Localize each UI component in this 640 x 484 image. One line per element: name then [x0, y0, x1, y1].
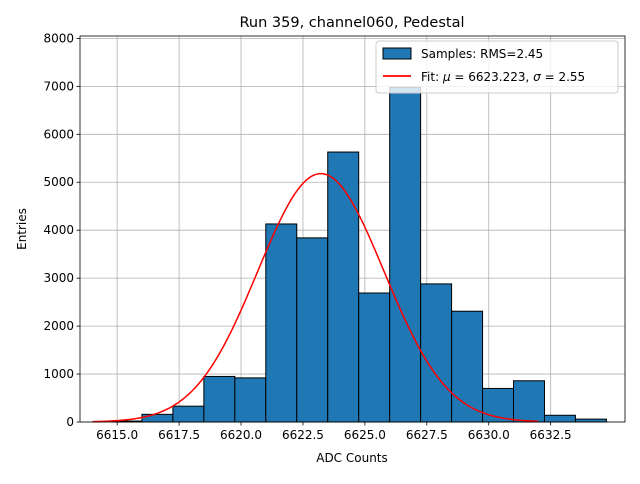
- x-tick-label: 6622.5: [282, 428, 324, 442]
- x-tick-label: 6630.0: [468, 428, 510, 442]
- y-axis: 0 1000 2000 3000 4000 5000 6000 7000 8000: [43, 31, 80, 429]
- legend-box: [375, 40, 619, 94]
- x-tick-label: 6625.0: [344, 428, 386, 442]
- y-tick-label: 6000: [43, 127, 74, 141]
- y-tick-label: 4000: [43, 223, 74, 237]
- x-axis-label: ADC Counts: [316, 451, 388, 465]
- y-axis-label: Entries: [15, 208, 29, 250]
- histogram-bar: [234, 377, 267, 423]
- legend: Samples: RMS=2.45 Fit: μ = 6623.223, σ =…: [375, 40, 619, 94]
- x-tick-label: 6627.5: [406, 428, 448, 442]
- y-tick-label: 0: [66, 415, 74, 429]
- y-tick-label: 7000: [43, 79, 74, 93]
- histogram-bar: [265, 223, 298, 423]
- histogram-bar: [513, 380, 545, 423]
- y-tick-label: 8000: [43, 31, 74, 45]
- histogram-bar: [141, 413, 174, 423]
- x-tick-label: 6632.5: [530, 428, 572, 442]
- plot-frame: [79, 35, 626, 423]
- y-tick-label: 5000: [43, 175, 74, 189]
- fit-curve: [92, 172, 539, 423]
- histogram-bar: [574, 418, 607, 423]
- legend-fit-label: Fit: μ = 6623.223, σ = 2.55: [421, 70, 585, 84]
- histogram-bar: [296, 237, 329, 423]
- x-tick-label: 6615.0: [96, 428, 138, 442]
- histogram-bar: [389, 86, 422, 423]
- x-axis: 6615.0 6617.5 6620.0 6622.5 6625.0 6627.5 6630…: [96, 422, 572, 442]
- legend-histogram-swatch: [382, 47, 412, 60]
- histogram-bars: [110, 86, 607, 423]
- histogram-bar: [420, 283, 453, 423]
- y-tick-label: 1000: [43, 367, 74, 381]
- histogram-bar: [172, 405, 205, 423]
- histogram-bar: [327, 151, 360, 423]
- legend-histogram-label: Samples: RMS=2.45: [421, 47, 543, 61]
- histogram-bar: [358, 292, 391, 423]
- y-tick-label: 2000: [43, 319, 74, 333]
- x-tick-label: 6620.0: [220, 428, 262, 442]
- y-tick-label: 3000: [43, 271, 74, 285]
- histogram-bar: [543, 414, 576, 423]
- histogram-bar: [203, 375, 236, 423]
- chart-title: Run 359, channel060, Pedestal: [239, 15, 464, 31]
- histogram-bar: [451, 310, 484, 423]
- x-tick-label: 6617.5: [158, 428, 200, 442]
